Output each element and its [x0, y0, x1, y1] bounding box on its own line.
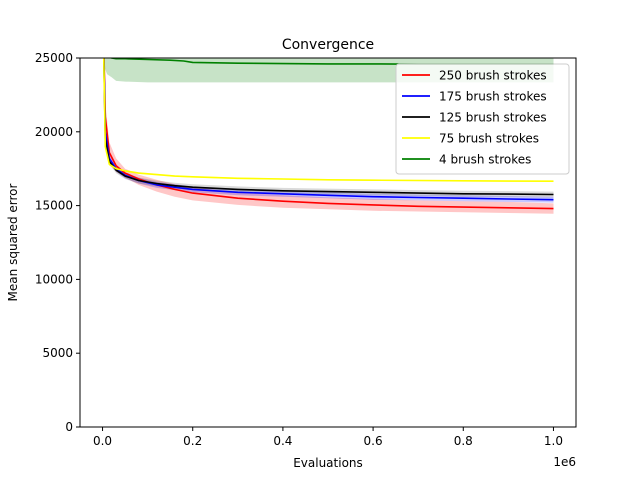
y-tick-label: 5000 [42, 346, 73, 360]
plot-frame [79, 57, 577, 428]
y-axis: 0 5000 10000 15000 20000 25000 [35, 51, 80, 434]
y-tick-label: 20000 [35, 125, 73, 139]
x-tick-label: 0.0 [93, 434, 112, 448]
x-axis: 0.0 0.2 0.4 0.6 0.8 1.0 [93, 427, 563, 448]
y-tick-label: 10000 [35, 272, 73, 286]
x-tick-label: 0.4 [273, 434, 292, 448]
legend-label-3: 75 brush strokes [439, 132, 539, 146]
y-tick-label: 0 [65, 420, 73, 434]
series-line-0 [103, 58, 554, 210]
series-lines [102, 58, 554, 210]
x-offset-label: 1e6 [553, 455, 576, 469]
y-axis-label: Mean squared error [6, 183, 20, 301]
y-tick-label: 15000 [35, 199, 73, 213]
legend-box [395, 63, 570, 175]
legend-label-2: 125 brush strokes [439, 111, 547, 125]
x-tick-label: 0.2 [183, 434, 202, 448]
x-tick-label: 0.8 [454, 434, 473, 448]
y-tick-label: 25000 [35, 51, 73, 65]
legend-label-4: 4 brush strokes [439, 153, 531, 167]
series-line-3 [102, 58, 554, 182]
series-line-1 [103, 58, 554, 201]
x-axis-label: Evaluations [293, 456, 363, 470]
legend-label-0: 250 brush strokes [439, 69, 547, 83]
legend-label-1: 175 brush strokes [439, 90, 547, 104]
x-tick-label: 0.6 [364, 434, 383, 448]
legend: 250 brush strokes 175 brush strokes 125 br… [395, 63, 570, 175]
x-tick-label: 1.0 [544, 434, 563, 448]
chart-title: Convergence [282, 37, 374, 53]
